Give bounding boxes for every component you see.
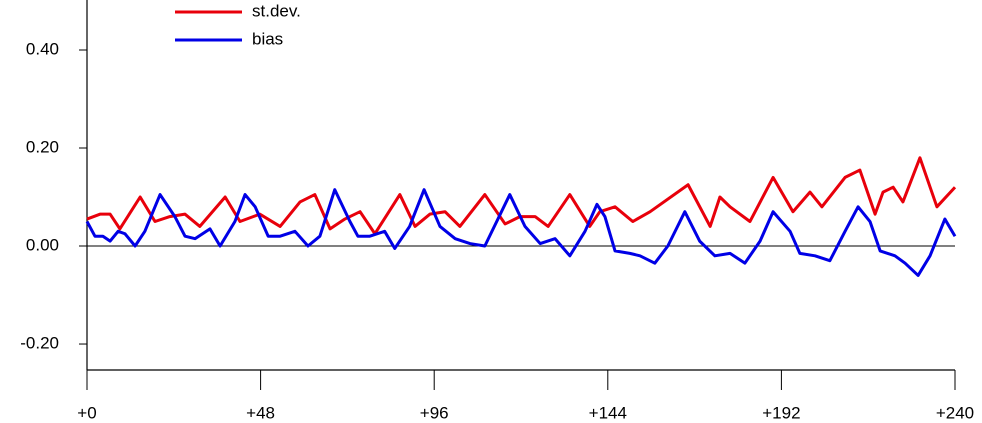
legend-label: st.dev. bbox=[252, 1, 301, 20]
y-tick-label: -0.20 bbox=[20, 334, 59, 353]
y-tick-label: 0.00 bbox=[26, 235, 59, 254]
x-tick-label: +192 bbox=[762, 403, 800, 422]
y-tick-label: 0.40 bbox=[26, 39, 59, 58]
series-line bbox=[85, 188, 957, 277]
series-line bbox=[86, 156, 957, 236]
legend-label: bias bbox=[252, 29, 283, 48]
y-tick-label: 0.20 bbox=[26, 137, 59, 156]
x-tick-label: +240 bbox=[936, 403, 974, 422]
x-tick-label: +96 bbox=[420, 403, 449, 422]
x-tick-label: +48 bbox=[246, 403, 275, 422]
x-tick-label: +0 bbox=[77, 403, 96, 422]
x-tick-label: +144 bbox=[589, 403, 627, 422]
